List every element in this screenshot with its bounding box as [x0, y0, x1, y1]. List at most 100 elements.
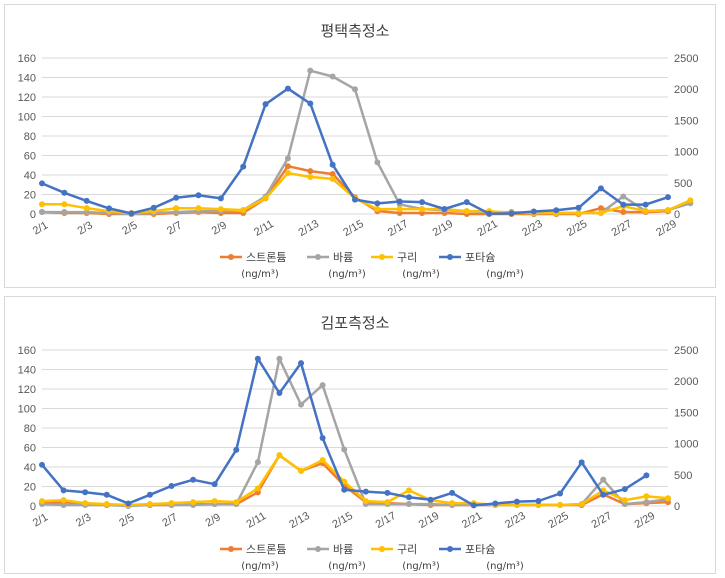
legend-label: 구리 — [397, 543, 417, 556]
data-point — [449, 500, 456, 507]
data-point — [150, 204, 157, 211]
data-point — [687, 197, 694, 204]
data-point — [492, 500, 499, 507]
data-point — [254, 355, 261, 362]
legend-unit-label: (ng/m³) — [402, 561, 440, 572]
x-tick-label: 2/13 — [297, 218, 322, 239]
data-point — [384, 489, 391, 496]
data-point — [240, 163, 247, 170]
data-point — [329, 161, 336, 168]
legend-unit-label: (ng/m³) — [241, 561, 279, 572]
x-tick-label: 2/21 — [475, 218, 500, 239]
data-point — [575, 204, 582, 211]
series-line-2 — [42, 171, 691, 215]
data-point — [620, 201, 627, 208]
data-point — [319, 457, 326, 464]
data-point — [557, 502, 564, 509]
data-point — [240, 207, 247, 214]
data-point — [233, 499, 240, 506]
data-point — [190, 499, 197, 506]
data-point — [396, 198, 403, 205]
data-point — [329, 171, 336, 178]
data-point — [61, 209, 68, 216]
data-point — [374, 200, 381, 207]
data-point — [405, 487, 412, 494]
data-point — [643, 472, 650, 479]
data-point — [217, 195, 224, 202]
data-point — [384, 499, 391, 506]
data-point — [405, 494, 412, 501]
x-tick-label: 2/19 — [431, 218, 456, 239]
y-left-tick-label: 140 — [18, 365, 36, 377]
y-left-tick-label: 120 — [18, 384, 36, 396]
y-right-tick-label: 2000 — [674, 84, 698, 96]
y-right-tick-label: 0 — [674, 501, 680, 513]
x-tick-label: 2/15 — [341, 218, 366, 239]
data-point — [83, 205, 90, 212]
legend-label: 스트론튬 — [246, 543, 286, 556]
legend-label: 스트론튬 — [246, 251, 286, 264]
data-point — [419, 199, 426, 206]
data-point — [597, 205, 604, 212]
x-tick-label: 2/11 — [252, 218, 276, 239]
chart-title: 평택측정소 — [320, 22, 389, 40]
x-tick-label: 2/19 — [417, 510, 442, 531]
data-point — [362, 498, 369, 505]
legend-unit-label: (ng/m³) — [486, 561, 524, 572]
data-point — [60, 487, 67, 494]
chart-panel-gimpo: 김포측정소 0 20 40 60 80 100 120 140 160 0 500 1000 1500 20… — [4, 296, 716, 574]
data-point — [146, 501, 153, 508]
data-point — [103, 501, 110, 508]
y-left-tick-label: 160 — [18, 53, 36, 65]
y-right-tick-label: 2500 — [674, 53, 698, 65]
data-point — [298, 467, 305, 474]
y-left-tick-label: 100 — [18, 404, 36, 416]
data-point — [665, 207, 671, 214]
data-point — [217, 206, 224, 213]
data-point — [329, 73, 336, 80]
data-point — [341, 486, 348, 493]
y-left-tick-label: 0 — [30, 209, 36, 221]
data-point — [168, 483, 175, 490]
data-point — [374, 206, 381, 213]
legend-swatch-marker — [315, 254, 321, 260]
data-point — [39, 209, 45, 216]
data-point — [233, 446, 240, 453]
data-point — [621, 497, 628, 504]
legend-swatch-marker — [447, 546, 453, 552]
y-right-tick-label: 1500 — [674, 407, 698, 419]
legend-label: 포타슘 — [465, 543, 495, 556]
data-point — [427, 496, 434, 503]
data-point — [319, 382, 326, 389]
x-tick-label: 2/27 — [589, 510, 614, 531]
data-point — [575, 210, 582, 217]
data-point — [298, 360, 305, 367]
data-point — [83, 197, 90, 204]
series-line-1 — [41, 357, 669, 508]
y-right-tick-label: 1500 — [674, 115, 698, 127]
data-point — [307, 168, 314, 175]
data-point — [262, 195, 269, 202]
y-left-tick-label: 0 — [30, 501, 36, 513]
legend-swatch-marker — [315, 546, 321, 552]
data-point — [665, 194, 671, 201]
data-point — [597, 210, 604, 217]
data-point — [284, 163, 291, 170]
data-point — [61, 189, 68, 196]
data-point — [396, 206, 403, 213]
data-point — [470, 502, 477, 509]
data-point — [60, 502, 67, 509]
x-tick-label: 2/25 — [546, 510, 571, 531]
y-right-tick-label: 2500 — [674, 345, 698, 357]
data-point — [82, 489, 89, 496]
data-point — [642, 208, 649, 215]
y-left-tick-label: 120 — [18, 92, 36, 104]
data-point — [284, 155, 291, 162]
data-point — [168, 500, 175, 507]
data-point — [82, 500, 89, 507]
data-point — [125, 500, 132, 507]
x-tick-label: 2/23 — [503, 510, 528, 531]
data-point — [103, 491, 110, 498]
legend-unit-label: (ng/m³) — [328, 269, 366, 280]
data-point — [146, 491, 153, 498]
